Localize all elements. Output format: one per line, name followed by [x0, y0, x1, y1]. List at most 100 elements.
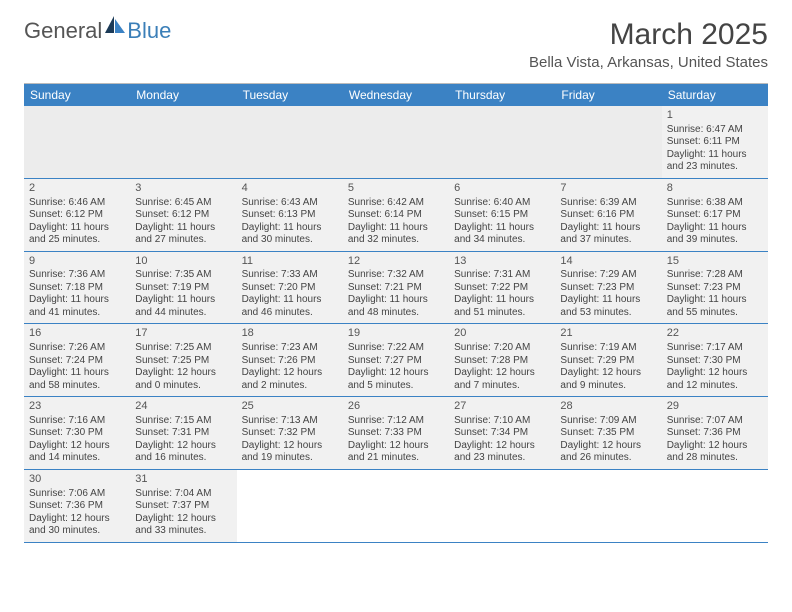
daylight-text: Daylight: 11 hours: [667, 294, 763, 307]
daylight-text: Daylight: 12 hours: [135, 440, 231, 453]
day-number: 4: [242, 182, 338, 196]
sunrise-text: Sunrise: 7:23 AM: [242, 342, 338, 355]
sunrise-text: Sunrise: 6:46 AM: [29, 197, 125, 210]
daylight-text: Daylight: 11 hours: [454, 222, 550, 235]
day-number: 26: [348, 400, 444, 414]
daylight-text: and 2 minutes.: [242, 380, 338, 393]
day-cell: 15Sunrise: 7:28 AMSunset: 7:23 PMDayligh…: [662, 252, 768, 324]
sunrise-text: Sunrise: 7:16 AM: [29, 415, 125, 428]
day-cell: 9Sunrise: 7:36 AMSunset: 7:18 PMDaylight…: [24, 252, 130, 324]
daylight-text: Daylight: 12 hours: [29, 440, 125, 453]
logo-text-general: General: [24, 18, 102, 44]
empty-cell: [343, 470, 449, 542]
weeks-container: 1Sunrise: 6:47 AMSunset: 6:11 PMDaylight…: [24, 106, 768, 543]
day-number: 18: [242, 327, 338, 341]
title-block: March 2025 Bella Vista, Arkansas, United…: [529, 18, 768, 71]
daylight-text: and 5 minutes.: [348, 380, 444, 393]
daylight-text: and 55 minutes.: [667, 307, 763, 320]
daylight-text: and 53 minutes.: [560, 307, 656, 320]
day-number: 30: [29, 473, 125, 487]
sunset-text: Sunset: 7:32 PM: [242, 427, 338, 440]
sunrise-text: Sunrise: 6:47 AM: [667, 124, 763, 137]
sunset-text: Sunset: 7:23 PM: [560, 282, 656, 295]
daylight-text: and 21 minutes.: [348, 452, 444, 465]
sunset-text: Sunset: 7:36 PM: [29, 500, 125, 513]
day-cell: 22Sunrise: 7:17 AMSunset: 7:30 PMDayligh…: [662, 324, 768, 396]
day-header: Friday: [555, 84, 661, 106]
day-cell: 20Sunrise: 7:20 AMSunset: 7:28 PMDayligh…: [449, 324, 555, 396]
daylight-text: Daylight: 12 hours: [667, 440, 763, 453]
day-cell: 27Sunrise: 7:10 AMSunset: 7:34 PMDayligh…: [449, 397, 555, 469]
day-cell: 30Sunrise: 7:06 AMSunset: 7:36 PMDayligh…: [24, 470, 130, 542]
daylight-text: and 27 minutes.: [135, 234, 231, 247]
day-cell: 28Sunrise: 7:09 AMSunset: 7:35 PMDayligh…: [555, 397, 661, 469]
sunrise-text: Sunrise: 7:29 AM: [560, 269, 656, 282]
day-cell: 23Sunrise: 7:16 AMSunset: 7:30 PMDayligh…: [24, 397, 130, 469]
daylight-text: and 26 minutes.: [560, 452, 656, 465]
sunset-text: Sunset: 7:18 PM: [29, 282, 125, 295]
day-cell: 7Sunrise: 6:39 AMSunset: 6:16 PMDaylight…: [555, 179, 661, 251]
sunrise-text: Sunrise: 7:35 AM: [135, 269, 231, 282]
week-row: 30Sunrise: 7:06 AMSunset: 7:36 PMDayligh…: [24, 470, 768, 543]
daylight-text: and 46 minutes.: [242, 307, 338, 320]
sunrise-text: Sunrise: 7:07 AM: [667, 415, 763, 428]
daylight-text: and 7 minutes.: [454, 380, 550, 393]
empty-cell: [555, 470, 661, 542]
sunrise-text: Sunrise: 7:10 AM: [454, 415, 550, 428]
sunrise-text: Sunrise: 7:32 AM: [348, 269, 444, 282]
day-cell: 21Sunrise: 7:19 AMSunset: 7:29 PMDayligh…: [555, 324, 661, 396]
daylight-text: Daylight: 11 hours: [560, 294, 656, 307]
sunset-text: Sunset: 7:24 PM: [29, 355, 125, 368]
daylight-text: Daylight: 11 hours: [348, 294, 444, 307]
daylight-text: Daylight: 12 hours: [454, 367, 550, 380]
daylight-text: Daylight: 11 hours: [242, 222, 338, 235]
empty-cell: [555, 106, 661, 178]
day-number: 3: [135, 182, 231, 196]
day-number: 12: [348, 255, 444, 269]
day-number: 28: [560, 400, 656, 414]
daylight-text: Daylight: 12 hours: [135, 367, 231, 380]
day-number: 20: [454, 327, 550, 341]
empty-cell: [24, 106, 130, 178]
sunrise-text: Sunrise: 7:20 AM: [454, 342, 550, 355]
daylight-text: Daylight: 11 hours: [667, 149, 763, 162]
logo-text-blue: Blue: [127, 18, 171, 44]
day-header: Tuesday: [237, 84, 343, 106]
sunrise-text: Sunrise: 6:42 AM: [348, 197, 444, 210]
day-header: Thursday: [449, 84, 555, 106]
day-cell: 10Sunrise: 7:35 AMSunset: 7:19 PMDayligh…: [130, 252, 236, 324]
daylight-text: Daylight: 11 hours: [667, 222, 763, 235]
daylight-text: Daylight: 12 hours: [242, 367, 338, 380]
daylight-text: Daylight: 12 hours: [348, 440, 444, 453]
sunset-text: Sunset: 6:16 PM: [560, 209, 656, 222]
day-number: 11: [242, 255, 338, 269]
day-number: 8: [667, 182, 763, 196]
daylight-text: and 23 minutes.: [667, 161, 763, 174]
week-row: 2Sunrise: 6:46 AMSunset: 6:12 PMDaylight…: [24, 179, 768, 252]
day-number: 31: [135, 473, 231, 487]
daylight-text: and 19 minutes.: [242, 452, 338, 465]
week-row: 1Sunrise: 6:47 AMSunset: 6:11 PMDaylight…: [24, 106, 768, 179]
day-cell: 16Sunrise: 7:26 AMSunset: 7:24 PMDayligh…: [24, 324, 130, 396]
sunset-text: Sunset: 7:33 PM: [348, 427, 444, 440]
daylight-text: Daylight: 11 hours: [454, 294, 550, 307]
day-number: 25: [242, 400, 338, 414]
day-cell: 11Sunrise: 7:33 AMSunset: 7:20 PMDayligh…: [237, 252, 343, 324]
day-cell: 4Sunrise: 6:43 AMSunset: 6:13 PMDaylight…: [237, 179, 343, 251]
daylight-text: and 33 minutes.: [135, 525, 231, 538]
daylight-text: and 0 minutes.: [135, 380, 231, 393]
sail-icon: [104, 15, 126, 41]
daylight-text: Daylight: 11 hours: [242, 294, 338, 307]
empty-cell: [343, 106, 449, 178]
sunset-text: Sunset: 6:15 PM: [454, 209, 550, 222]
day-cell: 18Sunrise: 7:23 AMSunset: 7:26 PMDayligh…: [237, 324, 343, 396]
daylight-text: Daylight: 12 hours: [454, 440, 550, 453]
sunset-text: Sunset: 7:25 PM: [135, 355, 231, 368]
day-cell: 5Sunrise: 6:42 AMSunset: 6:14 PMDaylight…: [343, 179, 449, 251]
daylight-text: and 16 minutes.: [135, 452, 231, 465]
daylight-text: and 9 minutes.: [560, 380, 656, 393]
header: General Blue March 2025 Bella Vista, Ark…: [0, 0, 792, 77]
day-cell: 26Sunrise: 7:12 AMSunset: 7:33 PMDayligh…: [343, 397, 449, 469]
sunset-text: Sunset: 7:28 PM: [454, 355, 550, 368]
sunrise-text: Sunrise: 7:26 AM: [29, 342, 125, 355]
